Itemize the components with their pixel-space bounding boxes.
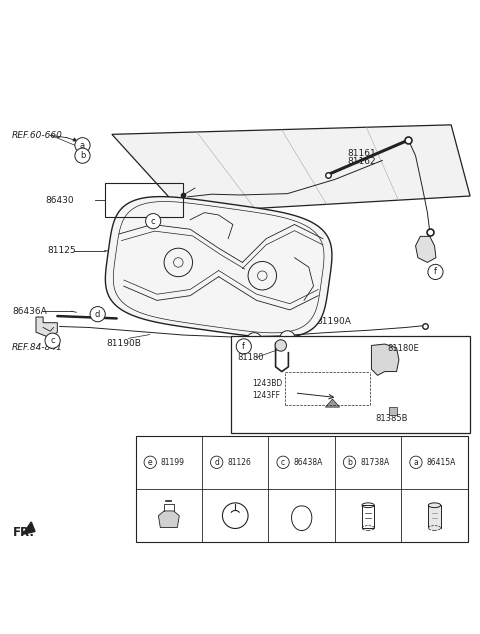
Circle shape — [280, 331, 295, 346]
Text: REF.84-841: REF.84-841 — [12, 344, 62, 353]
Circle shape — [247, 333, 262, 348]
Circle shape — [75, 148, 90, 164]
Circle shape — [145, 214, 161, 229]
Text: 81162: 81162 — [347, 157, 376, 166]
Text: 81125: 81125 — [48, 246, 76, 255]
Text: REF.60-660: REF.60-660 — [12, 131, 62, 139]
Text: a: a — [414, 458, 418, 467]
Circle shape — [343, 456, 356, 469]
Polygon shape — [106, 197, 332, 338]
Text: 81180E: 81180E — [387, 344, 419, 353]
Bar — [136, 436, 468, 542]
Bar — [230, 336, 470, 433]
Circle shape — [211, 456, 223, 469]
Text: 81190B: 81190B — [106, 339, 141, 347]
Text: e: e — [252, 336, 257, 345]
Text: d: d — [214, 458, 219, 467]
Text: 81190A: 81190A — [316, 317, 351, 327]
Text: 81180: 81180 — [238, 353, 264, 362]
Text: 81199: 81199 — [161, 458, 185, 467]
Text: c: c — [50, 336, 55, 346]
Polygon shape — [23, 522, 35, 534]
Text: 81161: 81161 — [347, 149, 376, 158]
Circle shape — [236, 339, 252, 354]
Text: e: e — [285, 334, 290, 343]
Text: c: c — [151, 217, 156, 226]
Circle shape — [144, 456, 156, 469]
Polygon shape — [416, 236, 436, 262]
Text: 1243BD: 1243BD — [252, 379, 282, 388]
Circle shape — [90, 307, 105, 321]
Bar — [105, 183, 183, 217]
Text: c: c — [281, 458, 285, 467]
Text: 1243FF: 1243FF — [252, 391, 280, 400]
Polygon shape — [389, 407, 396, 415]
Circle shape — [277, 456, 289, 469]
Text: f: f — [434, 268, 437, 276]
Text: 86436A: 86436A — [12, 307, 47, 316]
Bar — [428, 505, 441, 528]
Text: FR.: FR. — [13, 526, 35, 540]
Polygon shape — [325, 399, 340, 407]
Text: e: e — [148, 458, 153, 467]
Text: 86438A: 86438A — [294, 458, 323, 467]
Circle shape — [45, 333, 60, 348]
Text: a: a — [80, 141, 85, 150]
Circle shape — [428, 264, 443, 280]
Circle shape — [75, 138, 90, 153]
Text: 86415A: 86415A — [427, 458, 456, 467]
Circle shape — [275, 340, 287, 351]
Bar — [362, 505, 374, 528]
Circle shape — [410, 456, 422, 469]
Polygon shape — [36, 317, 57, 338]
Text: b: b — [347, 458, 352, 467]
Ellipse shape — [428, 526, 441, 531]
Ellipse shape — [428, 503, 441, 508]
Polygon shape — [112, 125, 470, 212]
Text: b: b — [80, 151, 85, 160]
Text: 81126: 81126 — [228, 458, 251, 467]
Polygon shape — [158, 511, 179, 527]
Polygon shape — [372, 344, 399, 375]
Text: 86430: 86430 — [46, 196, 74, 205]
Text: d: d — [95, 309, 100, 319]
Text: 81738A: 81738A — [360, 458, 389, 467]
Text: 81385B: 81385B — [375, 413, 408, 422]
Text: f: f — [242, 342, 245, 351]
